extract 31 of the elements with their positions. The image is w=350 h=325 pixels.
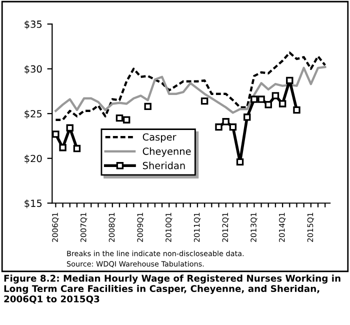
legend-label: Cheyenne bbox=[142, 147, 191, 157]
point bbox=[144, 102, 152, 110]
point bbox=[250, 96, 258, 103]
point bbox=[264, 101, 272, 108]
point bbox=[229, 123, 237, 131]
point bbox=[278, 100, 286, 108]
point bbox=[286, 76, 294, 84]
y-tick-label: $15 bbox=[24, 199, 42, 208]
point bbox=[293, 106, 300, 114]
line-series bbox=[54, 66, 326, 114]
point bbox=[122, 116, 130, 124]
legend-label: Casper bbox=[142, 133, 176, 143]
point bbox=[59, 144, 66, 152]
point bbox=[243, 114, 251, 121]
point bbox=[236, 158, 244, 166]
y-tick-label: $35 bbox=[24, 20, 42, 30]
y-tick-label: $25 bbox=[24, 110, 42, 119]
point bbox=[66, 124, 74, 132]
text: Figure 8.2: Median Hourly Wage of Registered Nurses Working in Long Term Care Facilities in Casper, Cheyenne, and Sheridan, 2006Q1 to 2015Q3 bbox=[4, 274, 340, 304]
y-tick-label: $20 bbox=[24, 154, 42, 164]
point bbox=[222, 118, 230, 126]
line-series bbox=[54, 52, 326, 121]
point bbox=[116, 114, 124, 122]
point bbox=[73, 144, 81, 152]
point bbox=[215, 123, 222, 131]
point bbox=[258, 96, 265, 103]
point bbox=[200, 97, 208, 105]
legend-label: Sheridan bbox=[142, 162, 185, 170]
y-tick-label: $30 bbox=[24, 65, 42, 74]
point bbox=[52, 130, 60, 138]
point bbox=[272, 92, 280, 100]
